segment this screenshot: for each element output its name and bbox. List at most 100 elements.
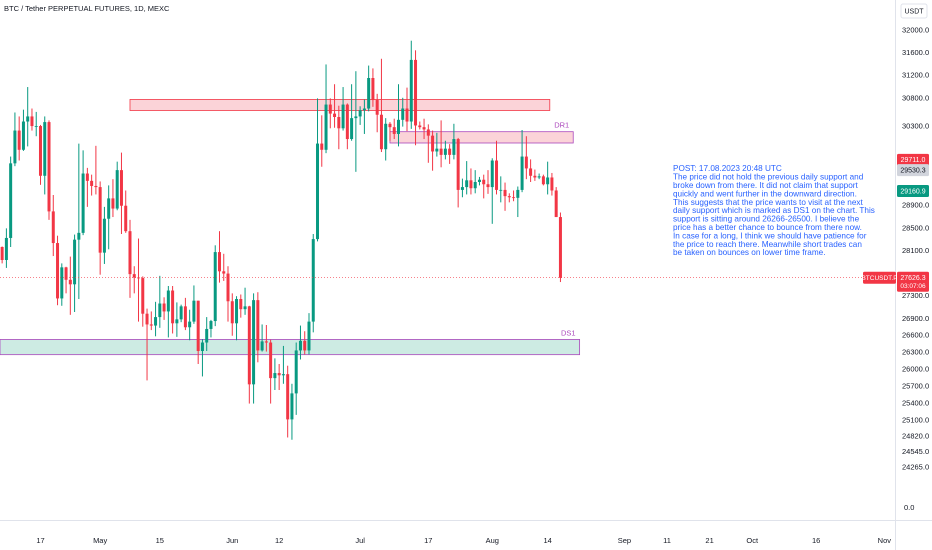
candle-body: [298, 340, 302, 351]
candle-body: [217, 252, 221, 272]
candle-body: [149, 324, 153, 326]
volume-axis-label: 0.0: [904, 503, 914, 512]
candle-body: [230, 301, 234, 324]
annotation-line: daily support which is marked as DS1 on …: [673, 206, 875, 215]
candle-body: [435, 148, 439, 152]
price-label-box: [897, 164, 929, 177]
candle-body: [205, 328, 209, 343]
candle-body: [243, 306, 247, 310]
x-tick-label: 16: [812, 536, 820, 545]
x-tick-label: Jul: [355, 536, 365, 545]
candle-body: [431, 135, 435, 152]
candle-body: [9, 163, 13, 238]
y-tick-label: 31600.0: [902, 48, 929, 57]
candle-body: [277, 373, 281, 376]
y-tick-label: 24820.0: [902, 431, 929, 440]
candle-body: [490, 160, 494, 188]
y-tick-label: 31200.0: [902, 71, 929, 80]
candle-body: [550, 177, 554, 191]
currency-button[interactable]: [900, 3, 928, 19]
x-tick-label: 17: [424, 536, 432, 545]
price-label: 29160.9: [900, 188, 925, 195]
candle-body: [13, 130, 17, 164]
symbol-label-box: [863, 271, 896, 284]
annotation-line: broke down from there. It did not claim …: [673, 181, 858, 190]
candle-body: [56, 243, 60, 299]
candle-body: [512, 197, 516, 199]
candle-body: [516, 189, 520, 198]
candle-body: [405, 108, 409, 122]
last-price-label: 27626.3: [900, 275, 925, 282]
x-tick-label: May: [93, 536, 107, 545]
x-tick-label: Aug: [486, 536, 499, 545]
y-tick-label: 28900.0: [902, 201, 929, 210]
x-tick-label: Oct: [746, 536, 759, 545]
candle-body: [554, 190, 558, 218]
candle-body: [546, 177, 550, 185]
y-tick-label: 26300.0: [902, 348, 929, 357]
candle-body: [533, 175, 537, 178]
candle-body: [115, 170, 119, 209]
candle-body: [443, 148, 447, 155]
candle-body: [358, 110, 362, 117]
candle-body: [281, 374, 285, 376]
candle-body: [260, 341, 264, 351]
candle-body: [333, 113, 337, 117]
candle-body: [94, 185, 98, 188]
zone: [0, 339, 581, 356]
candle-body: [154, 317, 158, 326]
y-tick-label: 26000.0: [902, 365, 929, 374]
candle-body: [38, 126, 42, 176]
candle-body: [529, 168, 533, 176]
symbol-label: BTCUSDT.P: [861, 275, 897, 282]
y-tick-label: 24545.0: [902, 447, 929, 456]
x-tick-label: Nov: [878, 536, 892, 545]
candle-body: [85, 173, 89, 181]
candle-body: [414, 59, 418, 126]
candle-body: [477, 179, 481, 182]
candle-body: [77, 232, 81, 240]
candle-body: [239, 299, 243, 310]
candle-body: [213, 252, 217, 322]
candle-body: [362, 108, 366, 111]
zone: [129, 99, 551, 111]
candle-body: [256, 300, 260, 351]
candle-body: [558, 217, 562, 278]
candle-body: [439, 148, 443, 155]
candle-body: [418, 125, 422, 128]
x-tick-label: 11: [663, 536, 671, 545]
candle-body: [537, 176, 541, 178]
last-price-box: [897, 271, 929, 292]
currency-button-label[interactable]: USDT: [904, 8, 924, 15]
annotation-line: support is sitting around 26266-26500. I…: [673, 215, 860, 224]
candle-body: [247, 306, 251, 385]
candle-body: [4, 237, 8, 260]
annotation-line: price has a better chance to bounce from…: [673, 223, 862, 232]
candle-body: [507, 196, 511, 198]
candle-body: [145, 313, 149, 325]
x-tick-label: 17: [36, 536, 44, 545]
candle-body: [384, 123, 388, 150]
candle-body: [456, 139, 460, 190]
annotation-line: POST: 17.08.2023 20:48 UTC: [673, 164, 782, 173]
candle-body: [460, 187, 464, 190]
candle-body: [183, 306, 187, 328]
candle-body: [43, 122, 47, 176]
candle-body: [350, 118, 354, 140]
candle-body: [119, 170, 123, 206]
candle-body: [375, 100, 379, 115]
candle-body: [392, 127, 396, 134]
candle-body: [286, 374, 290, 420]
candle-body: [235, 299, 239, 324]
candle-body: [226, 273, 230, 302]
candle-body: [158, 303, 162, 318]
candle-body: [503, 189, 507, 197]
candle-body: [47, 122, 51, 212]
candle-body: [64, 267, 68, 280]
y-tick-label: 25700.0: [902, 382, 929, 391]
candle-body: [448, 148, 452, 155]
zone-label: DS1: [561, 328, 576, 337]
y-tick-label: 24265.0: [902, 463, 929, 472]
